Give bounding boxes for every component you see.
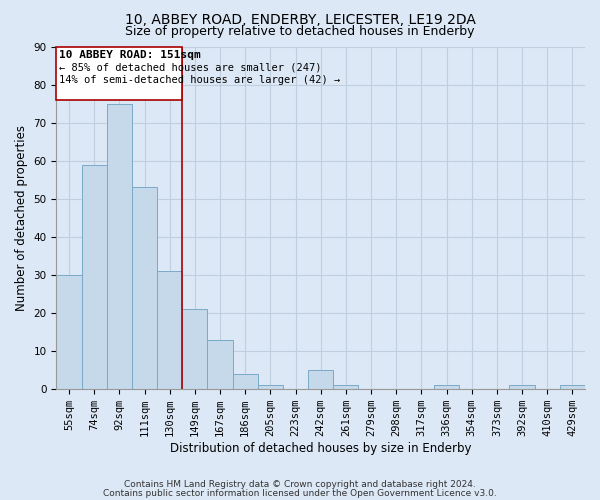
Bar [107,104,132,389]
Text: Size of property relative to detached houses in Enderby: Size of property relative to detached ho… [125,25,475,38]
Bar [258,386,283,389]
Text: 10 ABBEY ROAD: 151sqm: 10 ABBEY ROAD: 151sqm [59,50,200,59]
FancyBboxPatch shape [56,46,182,100]
Y-axis label: Number of detached properties: Number of detached properties [15,125,28,311]
Bar [208,340,233,389]
Text: Contains public sector information licensed under the Open Government Licence v3: Contains public sector information licen… [103,488,497,498]
Text: 10, ABBEY ROAD, ENDERBY, LEICESTER, LE19 2DA: 10, ABBEY ROAD, ENDERBY, LEICESTER, LE19… [125,12,475,26]
Text: Contains HM Land Registry data © Crown copyright and database right 2024.: Contains HM Land Registry data © Crown c… [124,480,476,489]
Bar [333,386,358,389]
Text: ← 85% of detached houses are smaller (247): ← 85% of detached houses are smaller (24… [59,62,322,72]
Bar [182,310,208,389]
Bar [308,370,333,389]
Bar [56,275,82,389]
Bar [82,164,107,389]
Text: 14% of semi-detached houses are larger (42) →: 14% of semi-detached houses are larger (… [59,75,340,85]
Bar [560,386,585,389]
Bar [157,271,182,389]
X-axis label: Distribution of detached houses by size in Enderby: Distribution of detached houses by size … [170,442,472,455]
Bar [509,386,535,389]
Bar [132,188,157,389]
Bar [233,374,258,389]
Bar [434,386,459,389]
